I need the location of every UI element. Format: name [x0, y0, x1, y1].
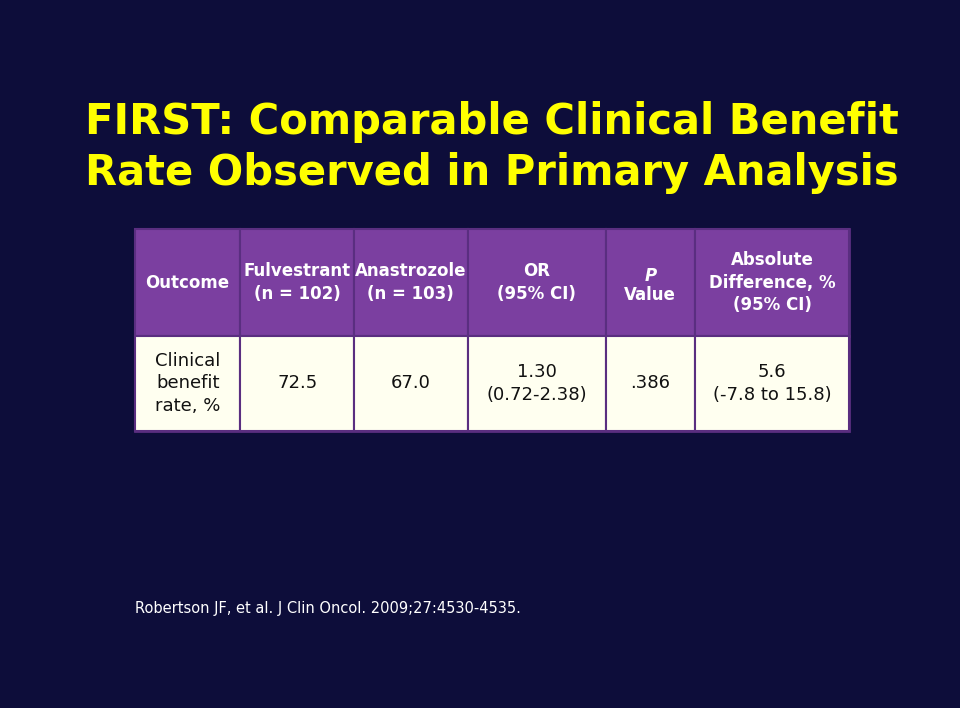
FancyBboxPatch shape	[468, 229, 606, 336]
FancyBboxPatch shape	[695, 229, 850, 336]
FancyBboxPatch shape	[354, 336, 468, 431]
Text: Robertson JF, et al. J Clin Oncol. 2009;27:4530-4535.: Robertson JF, et al. J Clin Oncol. 2009;…	[134, 602, 520, 617]
Text: OR
(95% CI): OR (95% CI)	[497, 262, 576, 303]
FancyBboxPatch shape	[240, 336, 354, 431]
FancyBboxPatch shape	[134, 229, 240, 336]
Text: 1.30
(0.72-2.38): 1.30 (0.72-2.38)	[487, 363, 587, 404]
Text: Absolute
Difference, %
(95% CI): Absolute Difference, % (95% CI)	[708, 251, 835, 314]
Text: FIRST: Comparable Clinical Benefit
Rate Observed in Primary Analysis: FIRST: Comparable Clinical Benefit Rate …	[85, 101, 899, 193]
Text: .386: .386	[631, 375, 670, 392]
FancyBboxPatch shape	[606, 229, 695, 336]
Text: 67.0: 67.0	[391, 375, 431, 392]
Text: Fulvestrant
(n = 102): Fulvestrant (n = 102)	[244, 262, 350, 303]
FancyBboxPatch shape	[240, 229, 354, 336]
FancyBboxPatch shape	[134, 229, 849, 336]
Text: 5.6
(-7.8 to 15.8): 5.6 (-7.8 to 15.8)	[712, 363, 831, 404]
Text: P: P	[644, 267, 657, 285]
Text: 72.5: 72.5	[277, 375, 318, 392]
FancyBboxPatch shape	[695, 336, 850, 431]
FancyBboxPatch shape	[606, 336, 695, 431]
FancyBboxPatch shape	[134, 336, 849, 431]
Text: Value: Value	[624, 285, 676, 304]
FancyBboxPatch shape	[354, 229, 468, 336]
Text: Clinical
benefit
rate, %: Clinical benefit rate, %	[155, 352, 221, 416]
FancyBboxPatch shape	[468, 336, 606, 431]
FancyBboxPatch shape	[134, 336, 240, 431]
Text: Outcome: Outcome	[146, 273, 229, 292]
Text: Anastrozole
(n = 103): Anastrozole (n = 103)	[355, 262, 467, 303]
